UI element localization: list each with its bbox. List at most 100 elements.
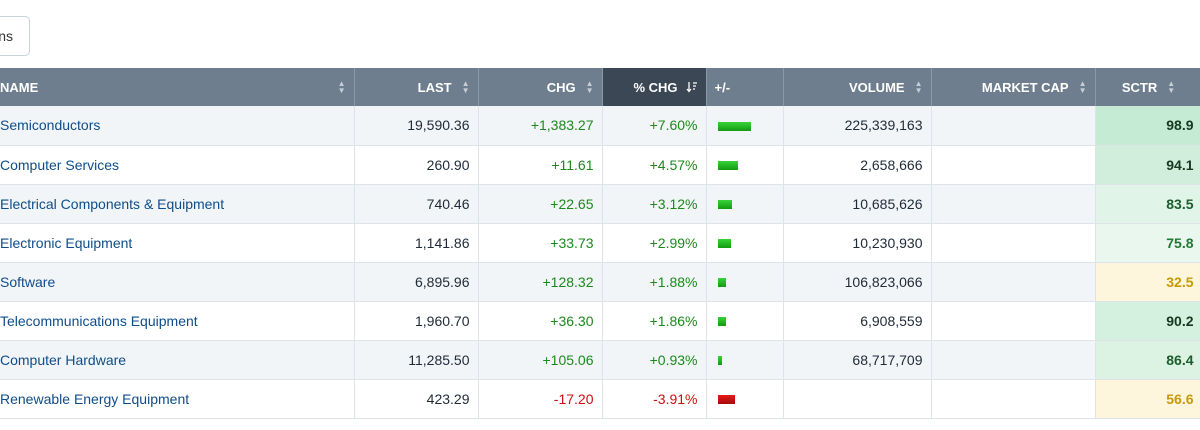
cell-plus-minus — [706, 184, 784, 224]
cell-name: Software — [0, 262, 355, 302]
column-header-pct-chg[interactable]: % CHG — [602, 68, 707, 106]
toolbar: ns — [0, 0, 1200, 68]
cell-plus-minus — [706, 106, 784, 146]
cell-sctr: 32.5 — [1095, 262, 1200, 302]
cell-volume: 106,823,066 — [783, 262, 932, 302]
cell-volume — [783, 379, 932, 419]
sort-icon: ▲ ▼ — [585, 79, 594, 95]
cell-last: 1,141.86 — [354, 223, 479, 263]
column-header-chg[interactable]: CHG ▲ ▼ — [478, 68, 603, 106]
cell-market-cap — [931, 106, 1096, 146]
cell-name: Semiconductors — [0, 106, 355, 146]
change-bar — [717, 200, 732, 210]
cell-pct-chg: +2.99% — [602, 223, 707, 263]
industry-link[interactable]: Electronic Equipment — [0, 234, 133, 251]
cell-name: Computer Services — [0, 145, 355, 185]
cell-last: 19,590.36 — [354, 106, 479, 146]
table-row: Electronic Equipment 1,141.86 +33.73 +2.99%… — [0, 223, 1200, 263]
sort-icon: ▲ ▼ — [337, 79, 346, 95]
industry-link[interactable]: Computer Services — [0, 156, 120, 173]
industry-link[interactable]: Semiconductors — [0, 117, 101, 134]
cell-sctr: 98.9 — [1095, 106, 1200, 146]
cell-volume: 10,685,626 — [783, 184, 932, 224]
cell-chg: +128.32 — [478, 262, 603, 302]
cell-volume: 225,339,163 — [783, 106, 932, 146]
cell-volume: 68,717,709 — [783, 340, 932, 380]
cell-pct-chg: +7.60% — [602, 106, 707, 146]
cell-pct-chg: +0.93% — [602, 340, 707, 380]
cell-sctr: 56.6 — [1095, 379, 1200, 419]
cell-volume: 6,908,559 — [783, 301, 932, 341]
cell-pct-chg: +1.86% — [602, 301, 707, 341]
cell-plus-minus — [706, 262, 784, 302]
cell-chg: +36.30 — [478, 301, 603, 341]
cell-volume: 10,230,930 — [783, 223, 932, 263]
options-button[interactable]: ns — [0, 16, 30, 56]
cell-last: 6,895.96 — [354, 262, 479, 302]
industry-link[interactable]: Electrical Components & Equipment — [0, 195, 225, 212]
change-bar — [717, 239, 731, 249]
cell-last: 11,285.50 — [354, 340, 479, 380]
cell-last: 423.29 — [354, 379, 479, 419]
table-row: Semiconductors 19,590.36 +1,383.27 +7.60% 22… — [0, 106, 1200, 146]
column-header-plus-minus: +/- — [706, 68, 784, 106]
change-bar — [717, 122, 751, 132]
cell-chg: +105.06 — [478, 340, 603, 380]
cell-market-cap — [931, 145, 1096, 185]
cell-sctr: 83.5 — [1095, 184, 1200, 224]
industry-performance-table: NAME ▲ ▼ LAST ▲ ▼ CHG ▲ ▼ % CHG +/- VOL — [0, 68, 1200, 419]
cell-chg: +1,383.27 — [478, 106, 603, 146]
cell-market-cap — [931, 301, 1096, 341]
column-header-volume[interactable]: VOLUME ▲ ▼ — [783, 68, 932, 106]
cell-name: Computer Hardware — [0, 340, 355, 380]
change-bar — [717, 356, 722, 366]
cell-pct-chg: +4.57% — [602, 145, 707, 185]
sort-icon: ▲ ▼ — [1167, 79, 1176, 95]
cell-sctr: 90.2 — [1095, 301, 1200, 341]
cell-market-cap — [931, 340, 1096, 380]
cell-sctr: 94.1 — [1095, 145, 1200, 185]
cell-plus-minus — [706, 379, 784, 419]
industry-link[interactable]: Software — [0, 273, 56, 290]
cell-name: Electrical Components & Equipment — [0, 184, 355, 224]
cell-chg: -17.20 — [478, 379, 603, 419]
column-header-market-cap[interactable]: MARKET CAP ▲ ▼ — [931, 68, 1096, 106]
column-header-last[interactable]: LAST ▲ ▼ — [354, 68, 479, 106]
cell-last: 1,960.70 — [354, 301, 479, 341]
column-header-sctr[interactable]: SCTR ▲ ▼ — [1095, 68, 1200, 106]
cell-pct-chg: +1.88% — [602, 262, 707, 302]
industry-link[interactable]: Renewable Energy Equipment — [0, 390, 190, 407]
sort-icon: ▲ ▼ — [461, 79, 470, 95]
industry-link[interactable]: Telecommunications Equipment — [0, 312, 198, 329]
cell-market-cap — [931, 184, 1096, 224]
table-row: Renewable Energy Equipment 423.29 -17.20 -3… — [0, 379, 1200, 419]
cell-pct-chg: +3.12% — [602, 184, 707, 224]
sort-icon: ▲ ▼ — [914, 79, 923, 95]
industry-link[interactable]: Computer Hardware — [0, 351, 127, 368]
cell-chg: +22.65 — [478, 184, 603, 224]
cell-sctr: 75.8 — [1095, 223, 1200, 263]
change-bar — [717, 395, 735, 405]
cell-pct-chg: -3.91% — [602, 379, 707, 419]
cell-name: Electronic Equipment — [0, 223, 355, 263]
cell-market-cap — [931, 379, 1096, 419]
cell-plus-minus — [706, 340, 784, 380]
cell-chg: +33.73 — [478, 223, 603, 263]
table-row: Computer Hardware 11,285.50 +105.06 +0.93% 6… — [0, 340, 1200, 380]
cell-name: Telecommunications Equipment — [0, 301, 355, 341]
cell-plus-minus — [706, 223, 784, 263]
cell-market-cap — [931, 262, 1096, 302]
cell-market-cap — [931, 223, 1096, 263]
cell-sctr: 86.4 — [1095, 340, 1200, 380]
table-row: Software 6,895.96 +128.32 +1.88% 106,823,066… — [0, 262, 1200, 302]
change-bar — [717, 317, 726, 327]
table-row: Electrical Components & Equipment 740.46 +… — [0, 184, 1200, 224]
table-row: Telecommunications Equipment 1,960.70 +36.… — [0, 301, 1200, 341]
change-bar — [717, 161, 738, 171]
options-button-label: ns — [0, 28, 13, 44]
cell-chg: +11.61 — [478, 145, 603, 185]
sort-descending-icon — [685, 82, 697, 93]
column-header-name[interactable]: NAME ▲ ▼ — [0, 68, 355, 106]
cell-name: Renewable Energy Equipment — [0, 379, 355, 419]
cell-volume: 2,658,666 — [783, 145, 932, 185]
